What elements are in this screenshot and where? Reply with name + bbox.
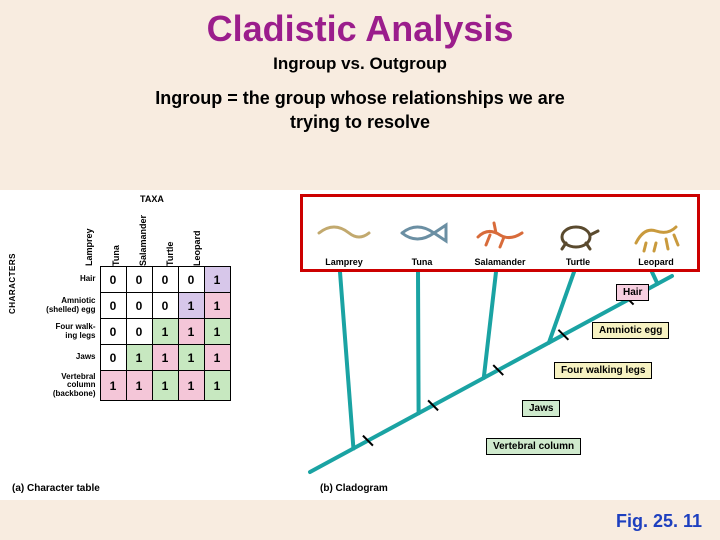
cladogram-panel: Lamprey Tuna Salamander Turtle Leopard Hair A… — [300, 194, 710, 464]
character-cell: 1 — [204, 345, 230, 371]
character-cell: 0 — [126, 319, 152, 345]
character-cell: 0 — [100, 345, 126, 371]
character-cell: 1 — [126, 371, 152, 401]
character-cell: 1 — [204, 319, 230, 345]
character-cell: 0 — [152, 293, 178, 319]
taxa-header: TAXA — [140, 194, 164, 204]
taxon-item: Tuna — [387, 211, 457, 267]
taxon-item: Leopard — [621, 211, 691, 267]
taxon-item: Turtle — [543, 211, 613, 267]
character-cell: 1 — [178, 371, 204, 401]
taxa-col-label: Salamander — [138, 215, 148, 266]
panel-a-caption: (a) Character table — [12, 483, 100, 494]
trait-label: Four walking legs — [554, 362, 652, 379]
character-cell: 1 — [152, 345, 178, 371]
taxon-label: Leopard — [621, 257, 691, 267]
character-row-label: Amniotic (shelled) egg — [40, 293, 100, 319]
trait-label: Hair — [616, 284, 649, 301]
character-cell: 0 — [126, 293, 152, 319]
character-cell: 1 — [126, 345, 152, 371]
character-cell: 0 — [178, 267, 204, 293]
character-cell: 0 — [100, 267, 126, 293]
character-cell: 1 — [178, 293, 204, 319]
turtle-icon — [543, 211, 613, 255]
panel-b-caption: (b) Cladogram — [320, 483, 388, 494]
taxon-item: Lamprey — [309, 211, 379, 267]
taxon-label: Turtle — [543, 257, 613, 267]
character-cell: 0 — [126, 267, 152, 293]
taxa-column-labels: LampreyTunaSalamanderTurtleLeopard — [90, 206, 260, 266]
lamprey-icon — [309, 211, 379, 255]
character-cell: 0 — [152, 267, 178, 293]
definition-text: Ingroup = the group whose relationships … — [0, 86, 720, 135]
trait-label: Jaws — [522, 400, 560, 417]
taxon-item: Salamander — [465, 211, 535, 267]
leopard-icon — [621, 211, 691, 255]
character-row-label: Four walk- ing legs — [40, 319, 100, 345]
trait-label: Vertebral column — [486, 438, 581, 455]
salamander-icon — [465, 211, 535, 255]
character-table-panel: CHARACTERS TAXA Lamprey Tuna Salamander Tur… — [10, 194, 270, 454]
taxa-col-label: Turtle — [165, 242, 175, 266]
character-cell: 1 — [100, 371, 126, 401]
character-row-label: Jaws — [40, 345, 100, 371]
character-row-label: Vertebral column (backbone) — [40, 371, 100, 401]
character-row-label: Hair — [40, 267, 100, 293]
page-title: Cladistic Analysis — [0, 0, 720, 50]
taxa-row-highlight: Lamprey Tuna Salamander Turtle Leopard — [300, 194, 700, 272]
character-cell: 1 — [152, 371, 178, 401]
definition-line1: Ingroup = the group whose relationships … — [155, 88, 565, 108]
taxon-label: Lamprey — [309, 257, 379, 267]
taxa-col-label: Lamprey — [84, 228, 94, 266]
character-cell: 1 — [178, 345, 204, 371]
characters-axis-label: CHARACTERS — [8, 253, 17, 314]
character-table: Hair00001Amniotic (shelled) egg00011Four… — [40, 266, 231, 401]
definition-line2: trying to resolve — [290, 112, 430, 132]
page-subtitle: Ingroup vs. Outgroup — [0, 54, 720, 74]
taxon-label: Tuna — [387, 257, 457, 267]
character-cell: 1 — [204, 267, 230, 293]
figure-caption: Fig. 25. 11 — [616, 511, 702, 532]
character-cell: 0 — [100, 319, 126, 345]
figure-area: CHARACTERS TAXA Lamprey Tuna Salamander Tur… — [0, 190, 720, 500]
character-cell: 1 — [204, 371, 230, 401]
taxon-label: Salamander — [465, 257, 535, 267]
trait-label: Amniotic egg — [592, 322, 669, 339]
taxa-col-label: Leopard — [192, 230, 202, 266]
character-cell: 0 — [100, 293, 126, 319]
character-cell: 1 — [152, 319, 178, 345]
taxa-col-label: Tuna — [111, 245, 121, 266]
tuna-icon — [387, 211, 457, 255]
character-cell: 1 — [204, 293, 230, 319]
character-cell: 1 — [178, 319, 204, 345]
